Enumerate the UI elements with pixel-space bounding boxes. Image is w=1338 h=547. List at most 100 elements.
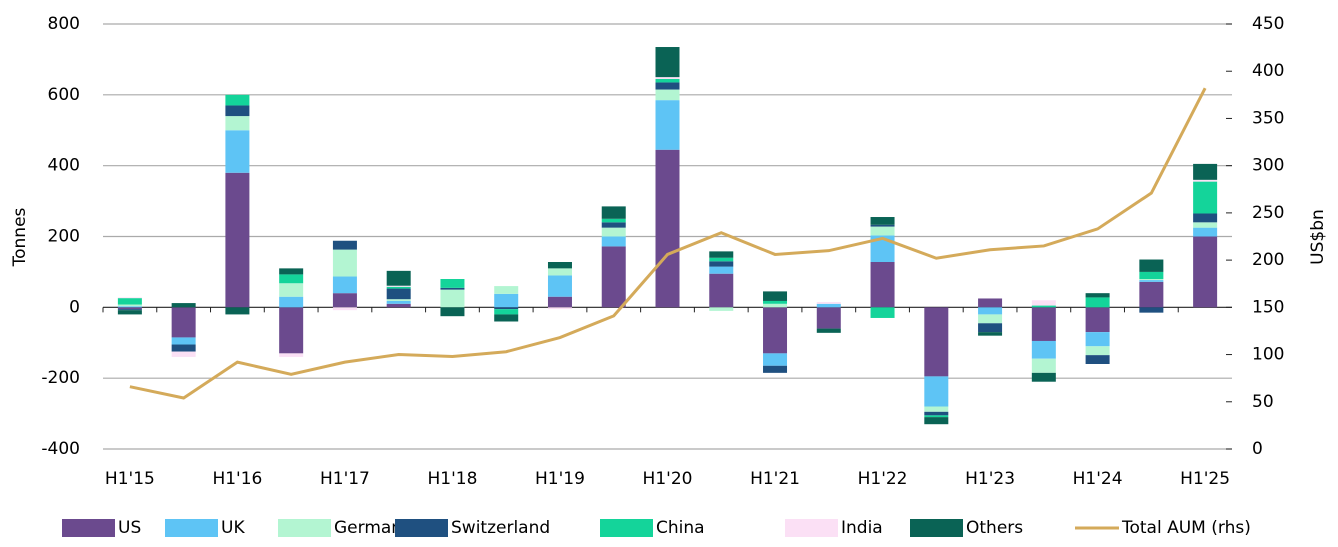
legend-label: China [656, 518, 705, 538]
bar-segment [924, 417, 949, 425]
bar-segment [386, 270, 411, 286]
legend-swatch [165, 519, 218, 537]
bar-segment [924, 411, 949, 416]
bar-segment [816, 303, 841, 308]
bar-segment [279, 283, 304, 297]
bar-segment [117, 307, 142, 310]
bar-segment [763, 300, 788, 304]
legend-swatch [910, 519, 963, 537]
bar-segment [332, 293, 357, 308]
y2-tick-label: 450 [1252, 14, 1284, 34]
bar-segment [1139, 307, 1164, 313]
bar-segment [816, 307, 841, 329]
y2-tick-label: 150 [1252, 297, 1284, 317]
bar-segment [117, 310, 142, 315]
bar-segment [279, 353, 304, 357]
bar-segment [547, 262, 572, 269]
bar-segment [332, 240, 357, 250]
bar-segment [1193, 179, 1218, 182]
bar-segment [171, 351, 196, 357]
bar-segment [655, 149, 680, 308]
bar-segment [440, 307, 465, 317]
y-tick-label: 600 [48, 85, 80, 105]
x-tick-label: H1'23 [965, 469, 1015, 489]
bar-segment [117, 298, 142, 305]
bar-segment [1031, 358, 1056, 373]
bar-segment [279, 274, 304, 284]
bar-segment [924, 415, 949, 418]
y-tick-label: 0 [69, 297, 80, 317]
bar-segment [171, 303, 196, 308]
legend-swatch [785, 519, 838, 537]
bar-segment [440, 289, 465, 308]
bar-segment [386, 285, 411, 287]
bar-segment [1085, 293, 1110, 298]
bar-segment [978, 314, 1003, 324]
bar-segment [924, 406, 949, 412]
bar-segment [494, 309, 519, 315]
bar-segment [763, 365, 788, 373]
y2-axis-title: US$bn [1308, 209, 1328, 265]
bar-segment [1031, 307, 1056, 341]
bar-segment [870, 262, 895, 308]
bar-segment [171, 344, 196, 352]
bar-segment [171, 307, 196, 338]
bar-segment [117, 306, 142, 308]
bar-segment [655, 82, 680, 90]
bar-segment [440, 287, 465, 290]
bar-segment [1139, 279, 1164, 281]
bar-segment [1031, 372, 1056, 382]
bar-segment [1085, 346, 1110, 356]
legend-label: India [841, 518, 883, 538]
x-tick-label: H1'24 [1073, 469, 1123, 489]
bar-segment [386, 303, 411, 308]
y2-tick-label: 400 [1252, 61, 1284, 81]
bar-segment [332, 276, 357, 294]
legend-label: Germany [334, 518, 412, 538]
y2-tick-label: 250 [1252, 203, 1284, 223]
y-tick-label: 200 [48, 227, 80, 247]
legend-label: Switzerland [451, 518, 550, 538]
bar-segment [225, 94, 250, 106]
bar-segment [225, 172, 250, 308]
x-tick-label: H1'21 [750, 469, 800, 489]
bar-segment [655, 47, 680, 78]
bar-segment [978, 307, 1003, 315]
bar-segment [870, 217, 895, 225]
bar-segment [386, 286, 411, 289]
y-tick-label: 400 [48, 156, 80, 176]
bar-segment [1193, 163, 1218, 180]
legend-label: Total AUM (rhs) [1121, 518, 1251, 538]
x-tick-label: H1'19 [535, 469, 585, 489]
y2-tick-label: 0 [1252, 439, 1263, 459]
bar-segment [171, 337, 196, 345]
bar-segment [1193, 236, 1218, 308]
bar-segment [279, 307, 304, 354]
bar-segment [547, 268, 572, 276]
y-axis-title: Tonnes [10, 207, 30, 267]
bar-segment [655, 77, 680, 79]
bar-segment [816, 328, 841, 333]
bar-segment [1031, 300, 1056, 306]
bar-segment [494, 314, 519, 322]
bar-segment [601, 236, 626, 247]
bar-segment [709, 251, 734, 258]
x-tick-label: H1'16 [212, 469, 262, 489]
bar-segment [924, 376, 949, 407]
bar-segment [494, 286, 519, 294]
bar-segment [1193, 222, 1218, 228]
bar-segment [386, 300, 411, 304]
bar-segment [547, 307, 572, 310]
bar-segment [225, 130, 250, 173]
bar-segment [279, 296, 304, 308]
bar-segment [601, 227, 626, 237]
y2-tick-label: 300 [1252, 156, 1284, 176]
y2-tick-label: 100 [1252, 345, 1284, 365]
bar-segment [440, 279, 465, 288]
bar-segment [547, 275, 572, 297]
y2-tick-label: 350 [1252, 108, 1284, 128]
bar-segment [1085, 297, 1110, 308]
bar-segment [386, 299, 411, 301]
bar-segment [332, 249, 357, 277]
